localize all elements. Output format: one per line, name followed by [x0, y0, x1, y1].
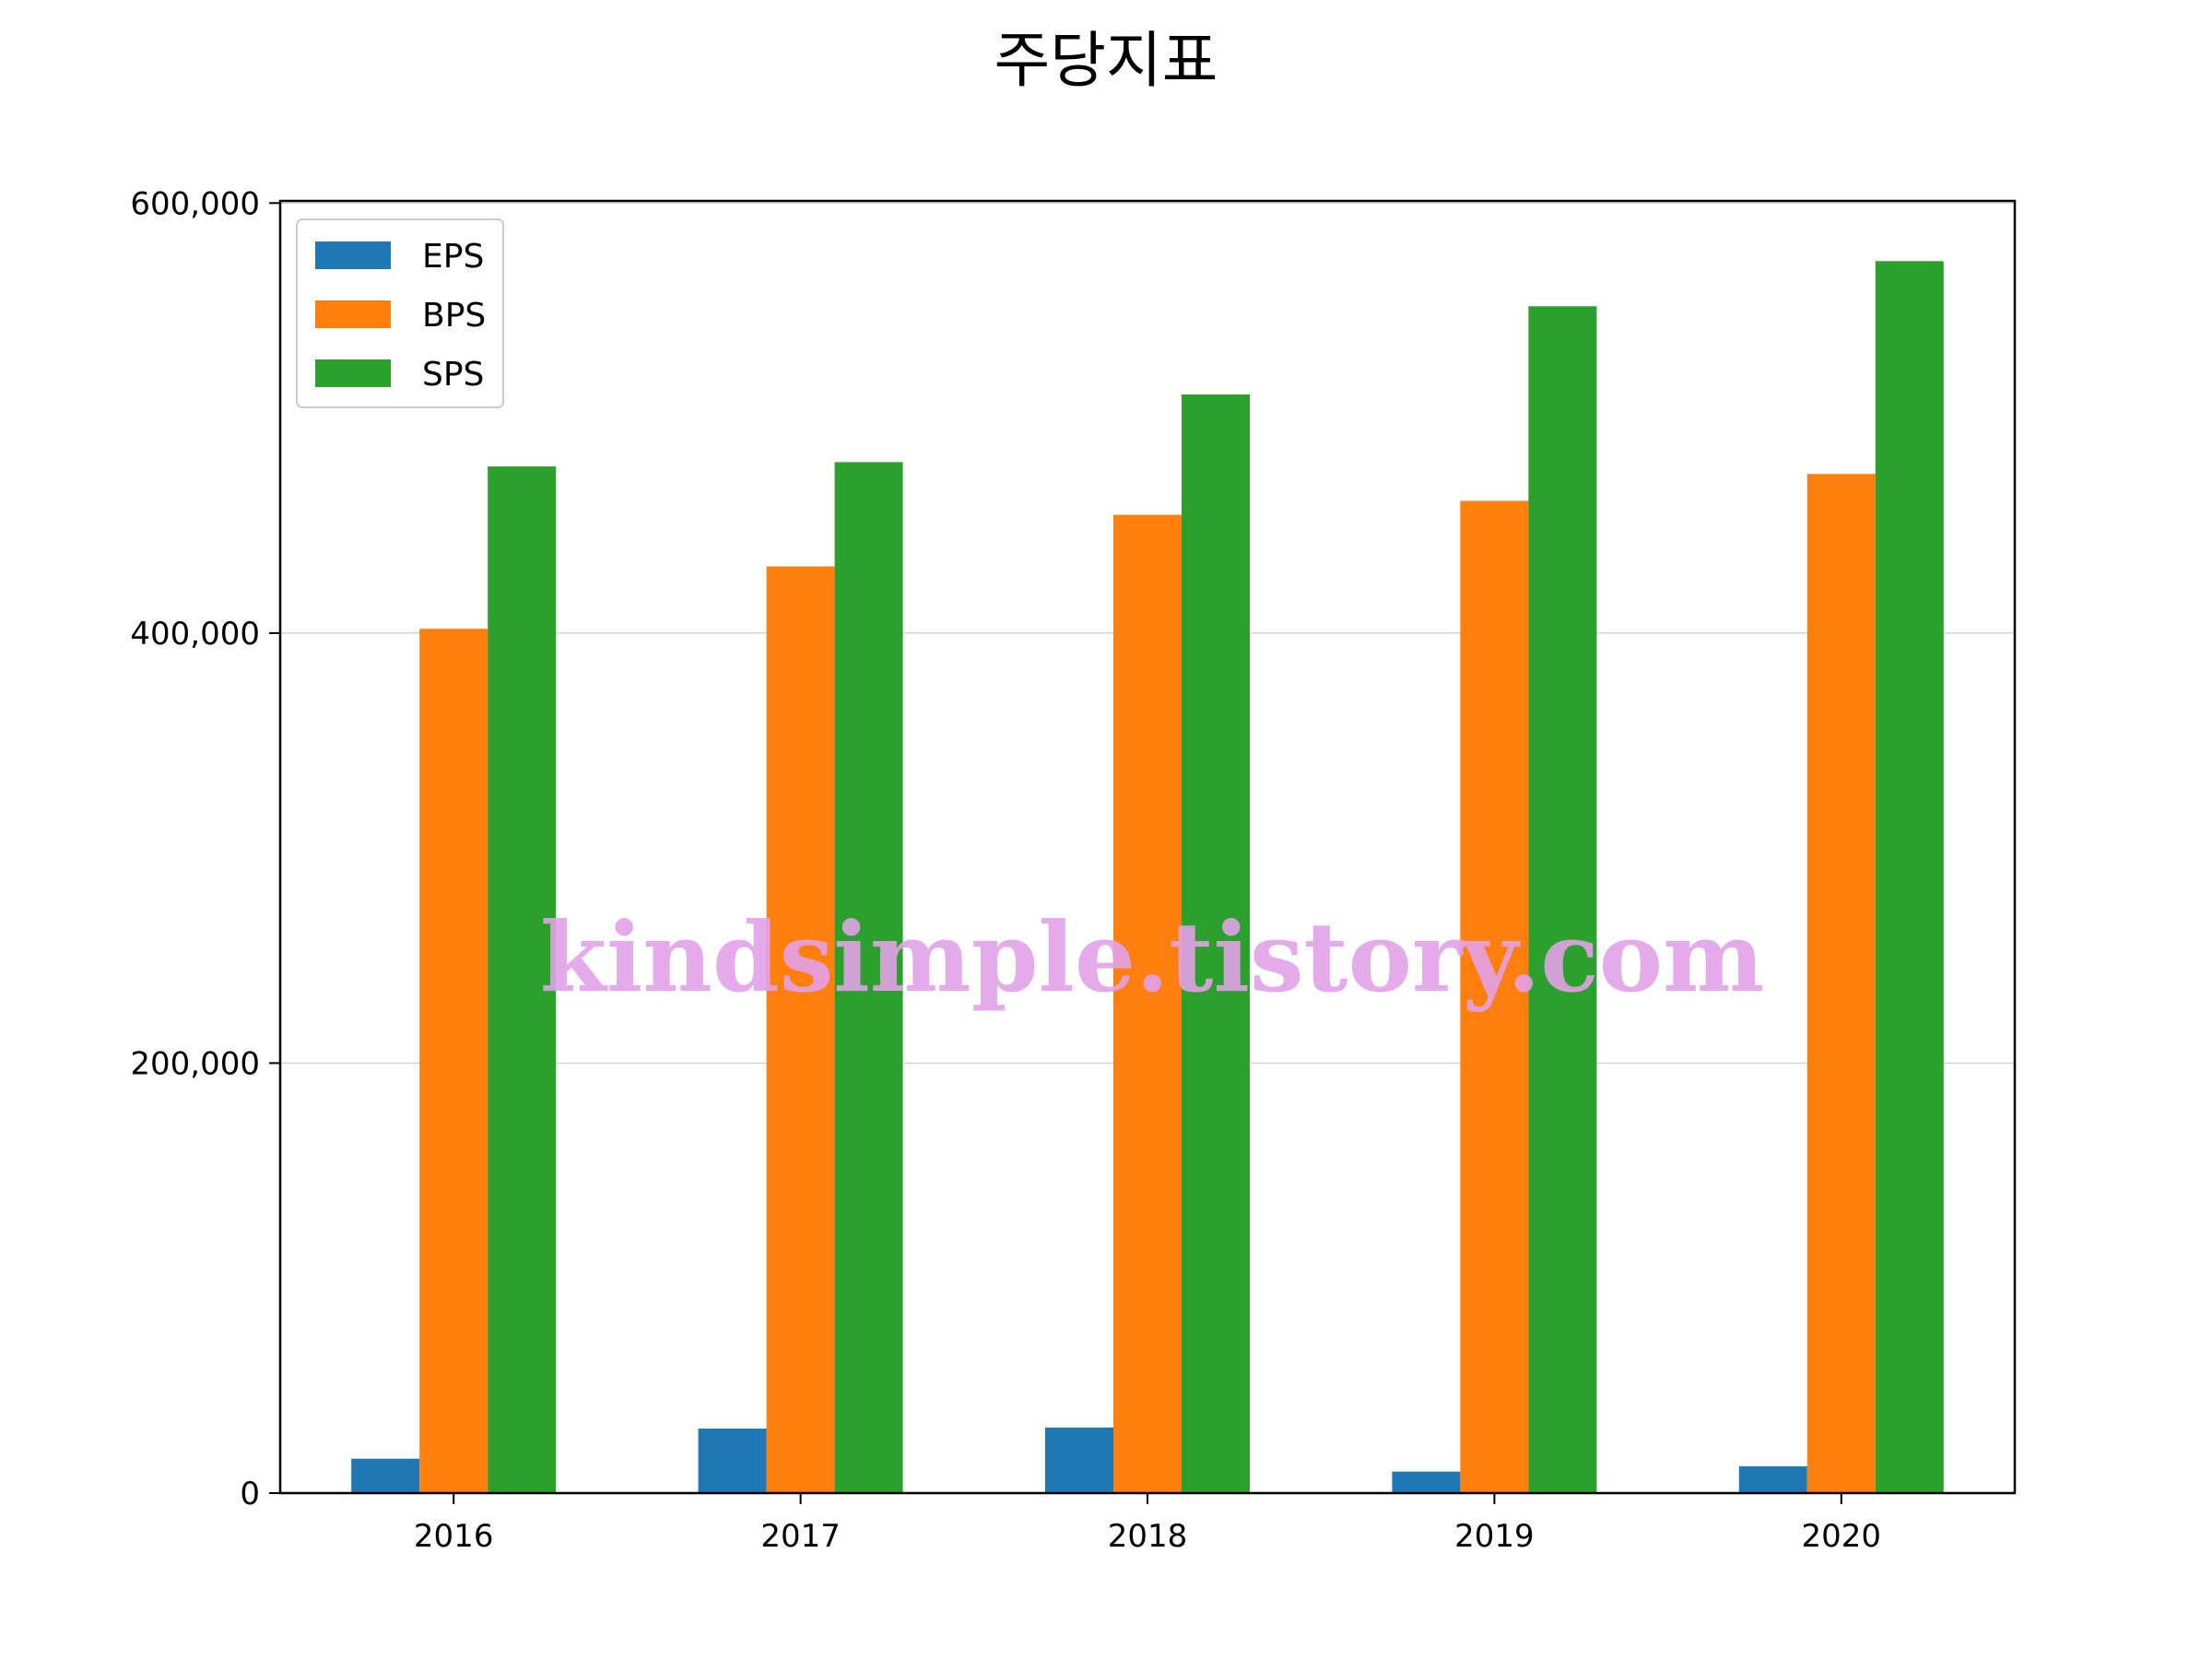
legend-swatch-sps: [315, 359, 391, 387]
y-tick-label: 0: [240, 1476, 260, 1512]
chart-title: 주당지표: [994, 25, 1218, 96]
legend-swatch-eps: [315, 241, 391, 269]
bars: [351, 261, 1944, 1494]
plot-frame: [278, 199, 2017, 1495]
bar-bps-2016: [419, 629, 488, 1493]
bar-sps-2016: [488, 466, 557, 1494]
watermark-text: kindsimple.tistory.com: [540, 900, 1764, 1014]
x-tick-label: 2016: [414, 1518, 494, 1555]
y-tick-label: 600,000: [130, 185, 260, 222]
bar-sps-2017: [834, 462, 903, 1493]
y-tick-label: 400,000: [130, 616, 260, 653]
bar-bps-2019: [1460, 500, 1529, 1493]
bar-sps-2020: [1875, 261, 1944, 1493]
bar-bps-2018: [1113, 514, 1182, 1493]
x-tick-label: 2020: [1802, 1518, 1882, 1555]
bar-sps-2018: [1182, 394, 1250, 1493]
bar-sps-2019: [1528, 306, 1597, 1493]
x-tick-label: 2018: [1108, 1518, 1188, 1555]
bar-eps-2020: [1738, 1465, 1807, 1493]
legend-label-sps: SPS: [422, 356, 484, 394]
legend-label-bps: BPS: [422, 297, 486, 335]
y-tick-label: 200,000: [130, 1045, 260, 1082]
bar-eps-2018: [1045, 1427, 1113, 1493]
x-tick-label: 2017: [760, 1518, 841, 1555]
bar-bps-2020: [1806, 474, 1876, 1493]
x-tick-label: 2019: [1454, 1518, 1535, 1555]
bar-eps-2016: [351, 1458, 420, 1493]
bar-bps-2017: [766, 566, 835, 1493]
legend: EPS BPS SPS: [296, 218, 504, 408]
bar-eps-2017: [698, 1429, 767, 1493]
bar-eps-2019: [1392, 1471, 1461, 1493]
legend-swatch-bps: [315, 300, 391, 328]
axes: 0 200,000 400,000 600,000 2016 2017 2018 2019 20…: [130, 185, 2017, 1555]
legend-label-eps: EPS: [422, 238, 484, 276]
